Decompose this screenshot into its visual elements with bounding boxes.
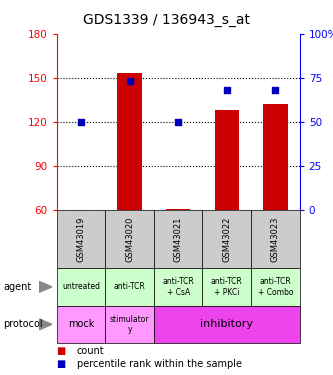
- Bar: [57, 306, 105, 343]
- Polygon shape: [39, 319, 52, 330]
- Bar: [251, 210, 300, 268]
- Text: count: count: [77, 346, 104, 355]
- Text: mock: mock: [68, 320, 94, 329]
- Bar: [154, 210, 202, 268]
- Bar: [118, 74, 142, 210]
- Text: anti-TCR: anti-TCR: [114, 282, 146, 291]
- Text: GSM43019: GSM43019: [76, 216, 86, 262]
- Text: anti-TCR
+ Combo: anti-TCR + Combo: [258, 277, 293, 297]
- Text: untreated: untreated: [62, 282, 100, 291]
- Bar: [251, 268, 300, 306]
- Bar: [57, 210, 105, 268]
- Text: GDS1339 / 136943_s_at: GDS1339 / 136943_s_at: [83, 13, 250, 27]
- Point: [175, 119, 181, 125]
- Text: protocol: protocol: [3, 320, 43, 329]
- Bar: [105, 306, 154, 343]
- Bar: [154, 268, 202, 306]
- Bar: [105, 210, 154, 268]
- Point: [224, 87, 229, 93]
- Point: [273, 87, 278, 93]
- Bar: [215, 110, 239, 210]
- Polygon shape: [39, 282, 52, 292]
- Text: agent: agent: [3, 282, 32, 292]
- Text: GSM43022: GSM43022: [222, 216, 231, 262]
- Bar: [154, 306, 300, 343]
- Point: [127, 78, 132, 84]
- Point: [78, 119, 84, 125]
- Text: inhibitory: inhibitory: [200, 320, 253, 329]
- Bar: [166, 209, 190, 210]
- Text: ■: ■: [57, 346, 66, 355]
- Bar: [202, 210, 251, 268]
- Text: anti-TCR
+ CsA: anti-TCR + CsA: [162, 277, 194, 297]
- Text: anti-TCR
+ PKCi: anti-TCR + PKCi: [211, 277, 243, 297]
- Bar: [263, 104, 287, 210]
- Text: GSM43023: GSM43023: [271, 216, 280, 262]
- Text: percentile rank within the sample: percentile rank within the sample: [77, 359, 241, 369]
- Text: ■: ■: [57, 359, 66, 369]
- Text: stimulator
y: stimulator y: [110, 315, 149, 334]
- Text: GSM43021: GSM43021: [173, 216, 183, 262]
- Bar: [105, 268, 154, 306]
- Text: GSM43020: GSM43020: [125, 216, 134, 262]
- Bar: [57, 268, 105, 306]
- Bar: [202, 268, 251, 306]
